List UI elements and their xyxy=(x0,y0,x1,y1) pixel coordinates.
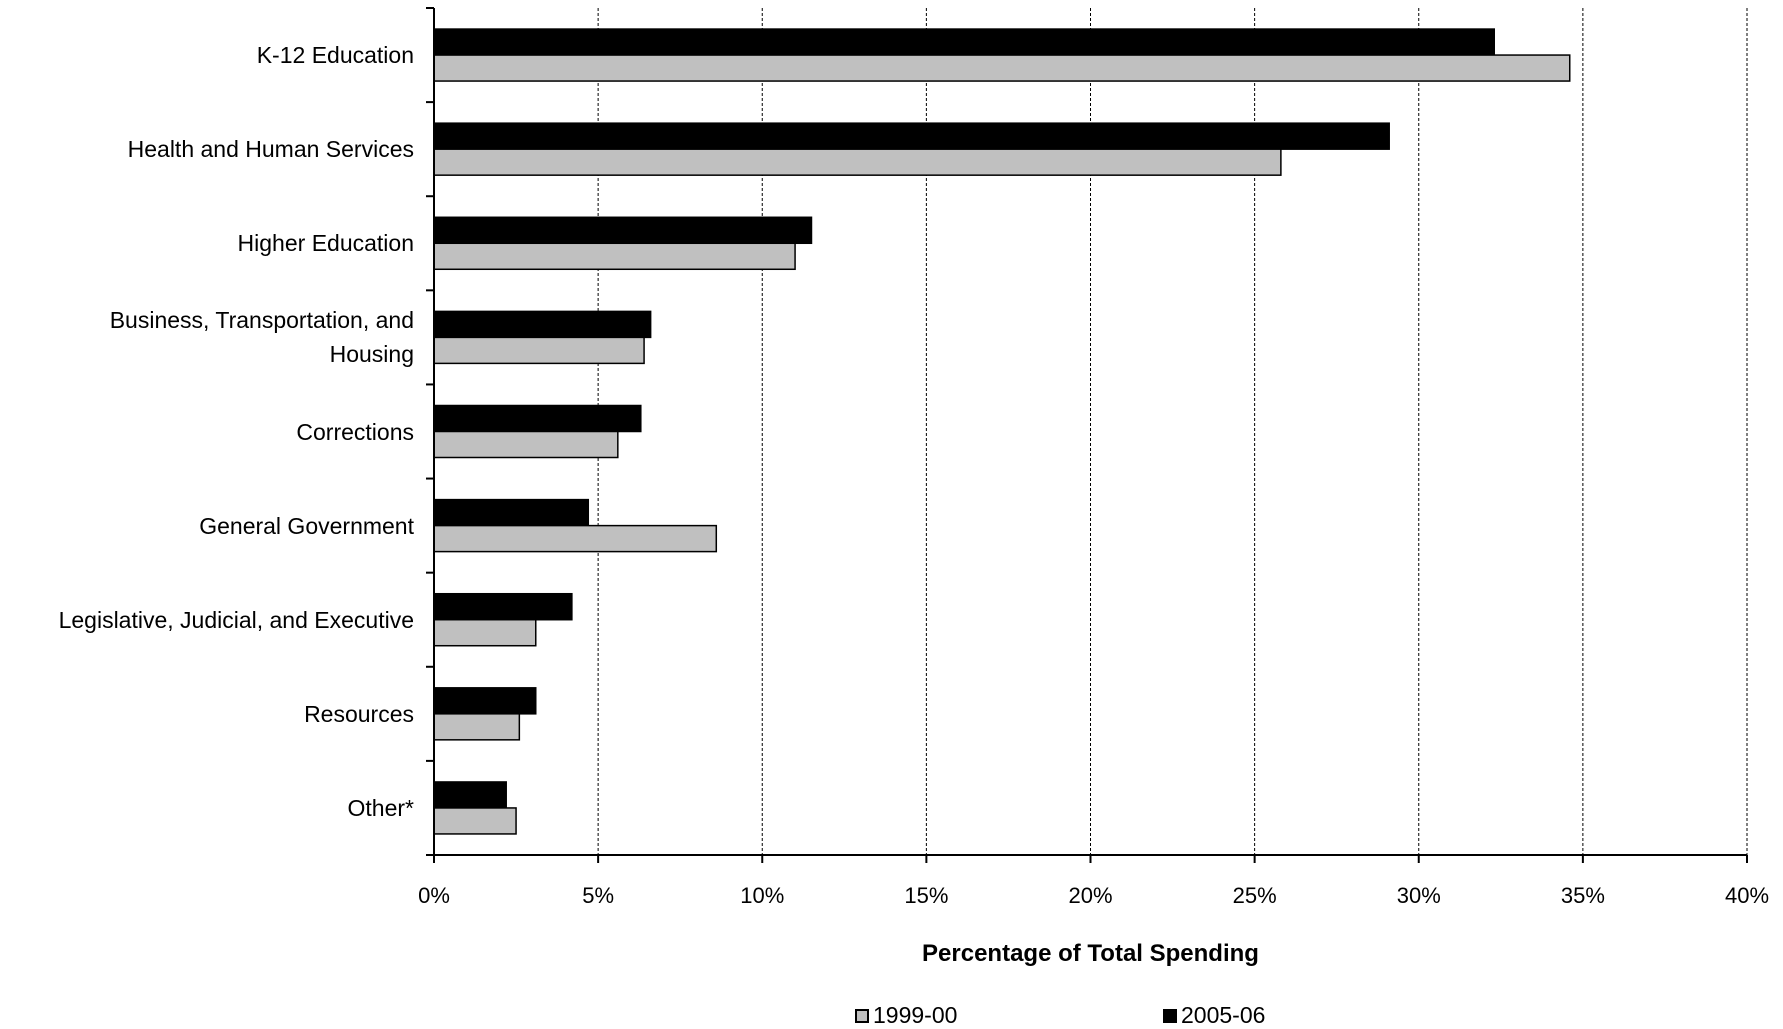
x-tick-label: 20% xyxy=(1068,883,1112,908)
bar-2005-06-7 xyxy=(433,687,537,715)
x-axis-title: Percentage of Total Spending xyxy=(922,940,1259,967)
category-label: Business, Transportation, and Housing xyxy=(109,307,414,368)
legend-label-1999: 1999-00 xyxy=(873,1002,958,1028)
category-label: Corrections xyxy=(296,418,414,445)
bar-2005-06-1 xyxy=(433,122,1390,150)
legend-item-2005: 2005-06 xyxy=(1163,1002,1265,1029)
bar-1999-00-3 xyxy=(433,336,645,365)
legend-item-1999: 1999-00 xyxy=(855,1002,957,1029)
bar-1999-00-4 xyxy=(433,430,619,459)
axes xyxy=(426,7,1748,863)
bar-2005-06-2 xyxy=(433,216,813,245)
x-tick-label: 15% xyxy=(904,883,948,908)
category-label: Other* xyxy=(347,794,414,821)
x-tick-label: 0% xyxy=(418,883,450,908)
x-tick-label: 40% xyxy=(1725,883,1769,908)
x-tick-label: 35% xyxy=(1561,883,1605,908)
category-label: Higher Education xyxy=(237,230,414,257)
bar-2005-06-3 xyxy=(433,310,652,339)
x-tick-labels: 0% 5% 10% 15% 20% 25% 30% 35% 40% xyxy=(418,883,1769,908)
bar-2005-06-4 xyxy=(433,404,642,433)
bar-2005-06-8 xyxy=(433,781,507,809)
bar-1999-00-7 xyxy=(433,713,521,741)
bar-1999-00-5 xyxy=(433,524,718,553)
legend-swatch-2005 xyxy=(1163,1008,1177,1023)
legend-label-2005: 2005-06 xyxy=(1181,1002,1266,1028)
category-label: Legislative, Judicial, and Executive xyxy=(58,606,414,633)
x-tick-label: 30% xyxy=(1397,883,1441,908)
bar-1999-00-6 xyxy=(433,618,537,647)
bar-2005-06-6 xyxy=(433,592,573,621)
bar-1999-00-2 xyxy=(433,242,796,271)
legend-swatch-1999 xyxy=(855,1008,869,1023)
bar-1999-00-0 xyxy=(433,54,1571,82)
category-label: Health and Human Services xyxy=(127,136,414,163)
x-tick-label: 10% xyxy=(740,883,784,908)
bars xyxy=(433,28,1571,835)
category-label: Resources xyxy=(304,700,414,727)
bar-2005-06-5 xyxy=(433,498,590,527)
category-label: General Government xyxy=(199,512,414,539)
x-tick-label: 5% xyxy=(582,883,614,908)
bar-1999-00-8 xyxy=(433,807,517,835)
bar-1999-00-1 xyxy=(433,148,1282,176)
category-label: K-12 Education xyxy=(256,42,414,69)
bar-2005-06-0 xyxy=(433,28,1495,56)
x-tick-label: 25% xyxy=(1233,883,1277,908)
